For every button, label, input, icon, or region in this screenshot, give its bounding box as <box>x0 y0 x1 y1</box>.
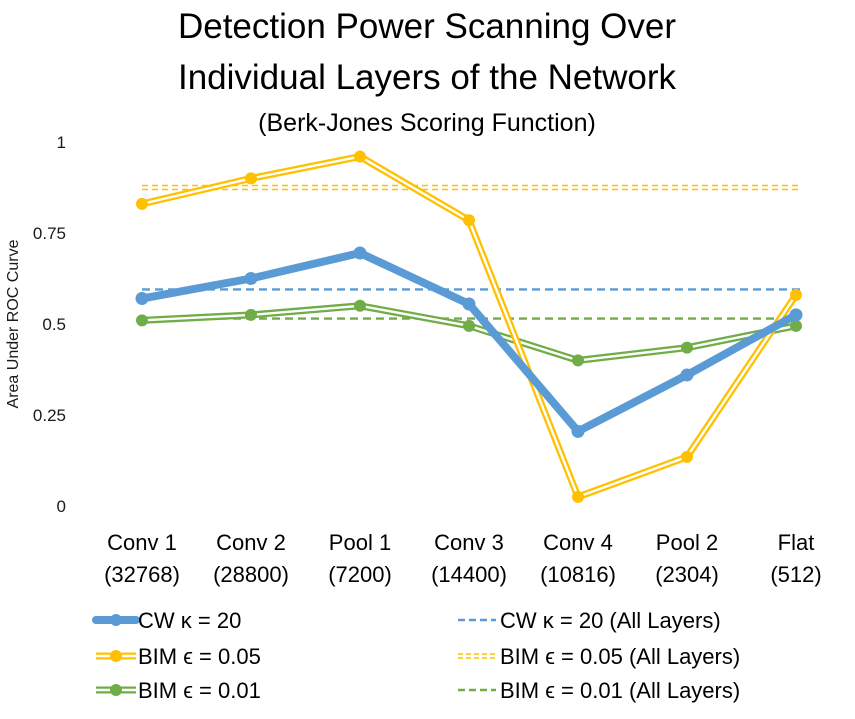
x-tick-label: Conv 4 <box>543 530 613 555</box>
data-point <box>463 319 475 332</box>
legend-marker <box>110 650 122 662</box>
series-lines <box>135 150 803 503</box>
legend-label: BIM ϵ = 0.01 <box>138 678 261 703</box>
y-tick-label: 0.25 <box>33 406 66 425</box>
legend-marker <box>110 684 122 696</box>
data-point <box>789 308 803 322</box>
y-tick-label: 0.5 <box>42 315 66 334</box>
x-tick-label: Conv 3 <box>434 530 504 555</box>
x-tick-label: Pool 2 <box>656 530 718 555</box>
data-point <box>572 490 584 503</box>
data-point <box>136 314 148 327</box>
legend: CW κ = 20 BIM ϵ = 0.05 BIM ϵ = 0.01 CW κ = … <box>92 608 740 703</box>
data-point <box>681 450 693 463</box>
chart-title-line-1: Detection Power Scanning Over <box>178 7 676 46</box>
x-tick-label: Conv 1 <box>107 530 177 555</box>
x-tick-sublabel: (28800) <box>213 562 289 587</box>
y-tick-label: 0 <box>57 497 66 516</box>
y-axis-label: Area Under ROC Curve <box>5 239 22 408</box>
legend-label: BIM ϵ = 0.05 (All Layers) <box>500 644 740 669</box>
legend-label: CW κ = 20 (All Layers) <box>500 608 721 633</box>
data-point <box>354 299 366 312</box>
data-point <box>136 197 148 210</box>
chart-subtitle: (Berk-Jones Scoring Function) <box>258 109 596 137</box>
legend-label: CW κ = 20 <box>138 608 241 633</box>
data-point <box>244 272 258 285</box>
data-point <box>571 424 585 438</box>
x-tick-sublabel: (512) <box>770 562 821 587</box>
legend-label: BIM ϵ = 0.05 <box>138 644 261 669</box>
y-axis-ticks: 0 0.25 0.5 0.75 1 <box>33 133 66 516</box>
legend-marker <box>110 614 122 626</box>
data-point <box>572 354 584 367</box>
chart-title-line-2: Individual Layers of the Network <box>178 58 677 97</box>
data-point <box>680 368 694 382</box>
x-tick-label: Pool 1 <box>329 530 391 555</box>
data-point <box>354 150 366 163</box>
x-tick-label: Conv 2 <box>216 530 286 555</box>
data-point <box>681 341 693 354</box>
data-point <box>245 308 257 321</box>
x-tick-sublabel: (2304) <box>655 562 719 587</box>
legend-label: BIM ϵ = 0.01 (All Layers) <box>500 678 740 703</box>
x-tick-sublabel: (7200) <box>328 562 392 587</box>
x-tick-label: Flat <box>778 530 815 555</box>
data-point <box>790 319 802 332</box>
data-point <box>353 246 367 260</box>
series-line-bim-0-01 <box>141 302 797 364</box>
y-tick-label: 1 <box>57 133 66 152</box>
data-point <box>462 297 476 311</box>
y-tick-label: 0.75 <box>33 224 66 243</box>
x-tick-sublabel: (32768) <box>104 562 180 587</box>
x-axis-categories: Conv 1 (32768) Conv 2 (28800) Pool 1 (7200) Co… <box>104 530 822 587</box>
x-tick-sublabel: (14400) <box>431 562 507 587</box>
data-point <box>135 292 149 306</box>
x-tick-sublabel: (10816) <box>540 562 616 587</box>
data-point <box>790 288 802 301</box>
data-point <box>245 172 257 185</box>
data-point <box>463 214 475 227</box>
